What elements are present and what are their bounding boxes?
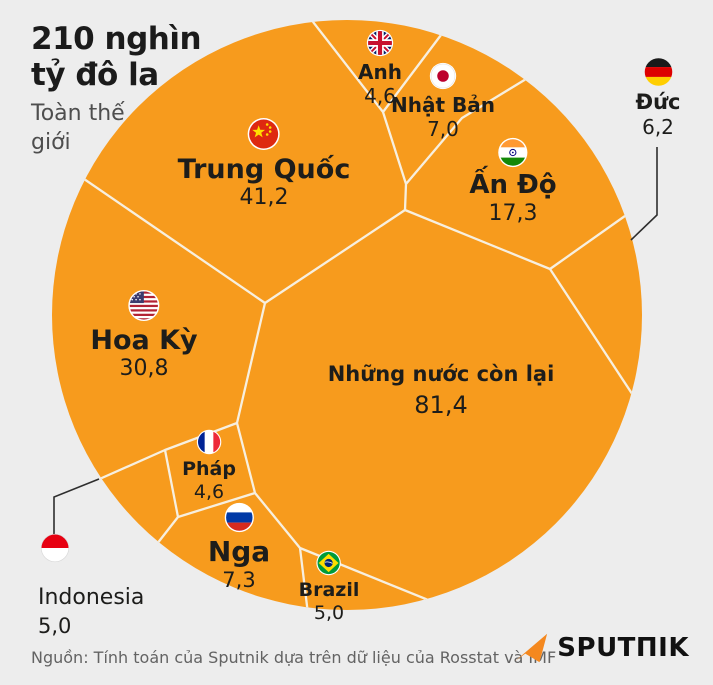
segment-value: 5,0 — [38, 614, 72, 639]
sputnik-arrow-icon — [515, 633, 548, 663]
segment-label-france: Pháp 4,6 — [182, 429, 236, 504]
segment-label-rest-of-world: Những nước còn lại 81,4 — [328, 362, 555, 419]
segment-value: 7,3 — [222, 568, 256, 593]
segment-value: 5,0 — [313, 601, 345, 624]
segment-label-brazil: Brazil 5,0 — [298, 550, 360, 625]
flag-brazil-icon — [316, 550, 342, 576]
flag-france-icon — [196, 429, 222, 455]
segment-value: 4,6 — [193, 480, 225, 503]
flag-germany-icon — [644, 58, 672, 86]
segment-value: 4,6 — [364, 84, 396, 108]
segment-value: 7,0 — [427, 117, 459, 141]
segment-label-indonesia: Indonesia 5,0 — [38, 533, 144, 640]
segment-label-russia: Nga 7,3 — [208, 502, 270, 593]
flag-india-icon — [498, 137, 528, 168]
segment-name: Nga — [207, 535, 271, 568]
segment-label-china: Trung Quốc 41,2 — [177, 117, 351, 211]
segment-name: Hoa Kỳ — [90, 325, 198, 356]
flag-uk-icon — [366, 29, 394, 57]
segment-value: 41,2 — [239, 185, 289, 211]
segment-value: 17,3 — [488, 200, 538, 226]
segment-value: 81,4 — [414, 391, 468, 419]
segment-name: Pháp — [182, 458, 236, 480]
segment-name: Indonesia — [38, 585, 145, 610]
segment-name: Brazil — [298, 579, 360, 601]
source-note: Nguồn: Tính toán của Sputnik dựa trên dữ… — [31, 648, 557, 667]
flag-usa-icon — [128, 289, 160, 322]
subtitle-line-1: Toàn thế — [31, 100, 125, 126]
segment-label-usa: Hoa Kỳ 30,8 — [90, 289, 198, 382]
segment-name: Trung Quốc — [177, 154, 351, 185]
segment-label-germany: Đức 6,2 — [636, 57, 681, 139]
chart-circle — [52, 20, 642, 610]
title-line-2: tỷ đô la — [31, 56, 159, 93]
segment-name: Những nước còn lại — [327, 362, 555, 386]
segment-name: Đức — [635, 90, 681, 114]
segment-value: 30,8 — [119, 356, 169, 382]
segment-name: Ấn Độ — [469, 170, 557, 200]
segment-value: 6,2 — [642, 115, 674, 140]
germany-leader-line — [630, 147, 658, 241]
page-title: 210 nghìn tỷ đô la Toàn thế giới — [31, 21, 202, 157]
segment-name: Nhật Bản — [391, 93, 495, 117]
flag-china-icon — [247, 118, 280, 150]
flag-indonesia-icon — [40, 533, 70, 563]
flag-russia-icon — [224, 502, 254, 533]
segment-label-japan: Nhật Bản 7,0 — [391, 62, 495, 141]
leader-lines — [53, 147, 658, 536]
sputnik-logo: SPUTПIK — [513, 631, 689, 665]
flag-japan-icon — [429, 62, 457, 90]
segment-label-uk: Anh 4,6 — [358, 29, 402, 108]
segment-label-india: Ấn Độ 17,3 — [469, 137, 557, 227]
title-line-1: 210 nghìn — [31, 21, 202, 57]
subtitle-line-2: giới — [31, 129, 71, 155]
sputnik-logo-text: SPUTПIK — [557, 633, 689, 663]
indonesia-leader-line — [53, 478, 100, 536]
segment-name: Anh — [358, 60, 402, 84]
